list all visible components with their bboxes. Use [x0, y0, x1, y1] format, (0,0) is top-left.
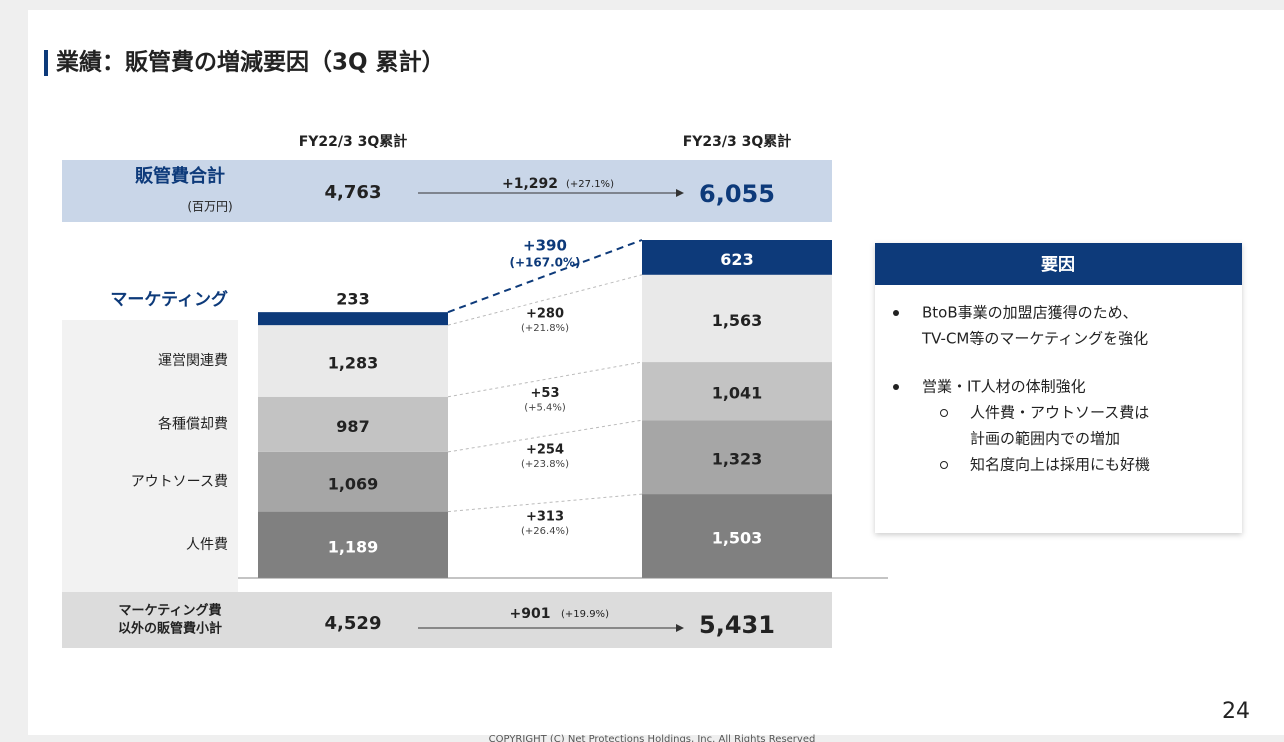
- connector: [447, 239, 643, 314]
- factor-text: 営業・IT人材の体制強化: [922, 378, 1086, 396]
- change-pct-label: (+5.4%): [524, 402, 566, 413]
- change-pct-label: (+167.0%): [509, 256, 580, 270]
- connector: [447, 361, 643, 398]
- subtotal-to: 5,431: [699, 611, 775, 639]
- bar-segment: [642, 420, 832, 495]
- change-label: +53: [531, 386, 560, 401]
- factors-header: [875, 243, 1242, 285]
- page-number: 24: [1222, 699, 1250, 724]
- subtotal-label-line: マーケティング費: [119, 603, 222, 619]
- total-unit: (百万円): [187, 200, 232, 214]
- change-label: +313: [526, 509, 564, 524]
- total-change: +1,292: [502, 176, 558, 192]
- title-marker: [44, 50, 48, 76]
- factor-subtext: 人件費・アウトソース費は: [970, 404, 1149, 422]
- bar-segment: [258, 511, 448, 578]
- bar-segment: [258, 396, 448, 452]
- bullet: [893, 310, 899, 316]
- value-label: 233: [336, 290, 369, 309]
- total-to: 6,055: [699, 180, 775, 208]
- total-label: 販管費合計: [135, 165, 225, 187]
- bar-segment: [258, 312, 448, 326]
- value-label: 1,563: [712, 311, 763, 330]
- value-label: 623: [720, 250, 753, 269]
- factors-box: [875, 243, 1242, 533]
- factor-subtext: 計画の範囲内での増加: [970, 430, 1120, 448]
- subtotal-label-line: 以外の販管費小計: [118, 621, 222, 637]
- change-label: +254: [526, 443, 564, 458]
- connector: [447, 493, 643, 513]
- total-from: 4,763: [325, 182, 382, 203]
- sub-bullet: [940, 409, 948, 417]
- subtotal-change-pct: (+19.9%): [561, 609, 609, 620]
- factor-subtext: 知名度向上は採用にも好機: [970, 456, 1150, 474]
- subtotal-from: 4,529: [325, 613, 382, 634]
- bar-segment: [642, 240, 832, 275]
- value-label: 1,323: [712, 450, 763, 469]
- category-label: FY22/3 3Q累計: [299, 133, 408, 150]
- bullet: [893, 384, 899, 390]
- series-label: アウトソース費: [131, 474, 228, 490]
- subtotal-row-background: [62, 592, 832, 648]
- series-label: 運営関連費: [158, 353, 228, 369]
- factors-title: 要因: [1041, 255, 1075, 275]
- change-pct-label: (+21.8%): [521, 323, 569, 334]
- sub-bullet: [940, 461, 948, 469]
- value-label: 1,283: [328, 353, 379, 372]
- total-change-pct: (+27.1%): [566, 179, 614, 190]
- bar-segment: [642, 362, 832, 421]
- bar-segment: [642, 494, 832, 578]
- copyright: COPYRIGHT (C) Net Protections Holdings, …: [489, 734, 816, 742]
- total-row-background: [62, 160, 832, 222]
- bar-segment: [258, 325, 448, 397]
- value-label: 1,041: [712, 384, 763, 403]
- bar-segment: [642, 274, 832, 363]
- series-label: マーケティング: [110, 289, 228, 310]
- label-column-background: [62, 320, 238, 592]
- value-label: 1,069: [328, 474, 379, 493]
- series-label: 各種償却費: [158, 416, 228, 432]
- subtotal-change: +901: [510, 606, 551, 622]
- factor-text: TV-CM等のマーケティングを強化: [921, 330, 1148, 348]
- value-label: 1,503: [712, 529, 763, 548]
- bar-segment: [258, 451, 448, 512]
- value-label: 1,189: [328, 537, 379, 556]
- series-label: 人件費: [186, 537, 228, 553]
- change-pct-label: (+26.4%): [521, 526, 569, 537]
- slide-title: 業績：販管費の増減要因（3Q 累計）: [55, 49, 445, 76]
- subtotal-arrow-head: [676, 624, 684, 632]
- factor-text: BtoB事業の加盟店獲得のため、: [922, 304, 1138, 322]
- change-label: +390: [523, 237, 567, 255]
- change-pct-label: (+23.8%): [521, 459, 569, 470]
- category-label: FY23/3 3Q累計: [683, 133, 792, 150]
- value-label: 987: [336, 417, 369, 436]
- factors-list: BtoB事業の加盟店獲得のため、 TV-CM等のマーケティングを強化営業・IT人材…: [893, 304, 1150, 474]
- total-arrow-head: [676, 189, 684, 197]
- change-label: +280: [526, 306, 564, 321]
- connector: [447, 419, 643, 453]
